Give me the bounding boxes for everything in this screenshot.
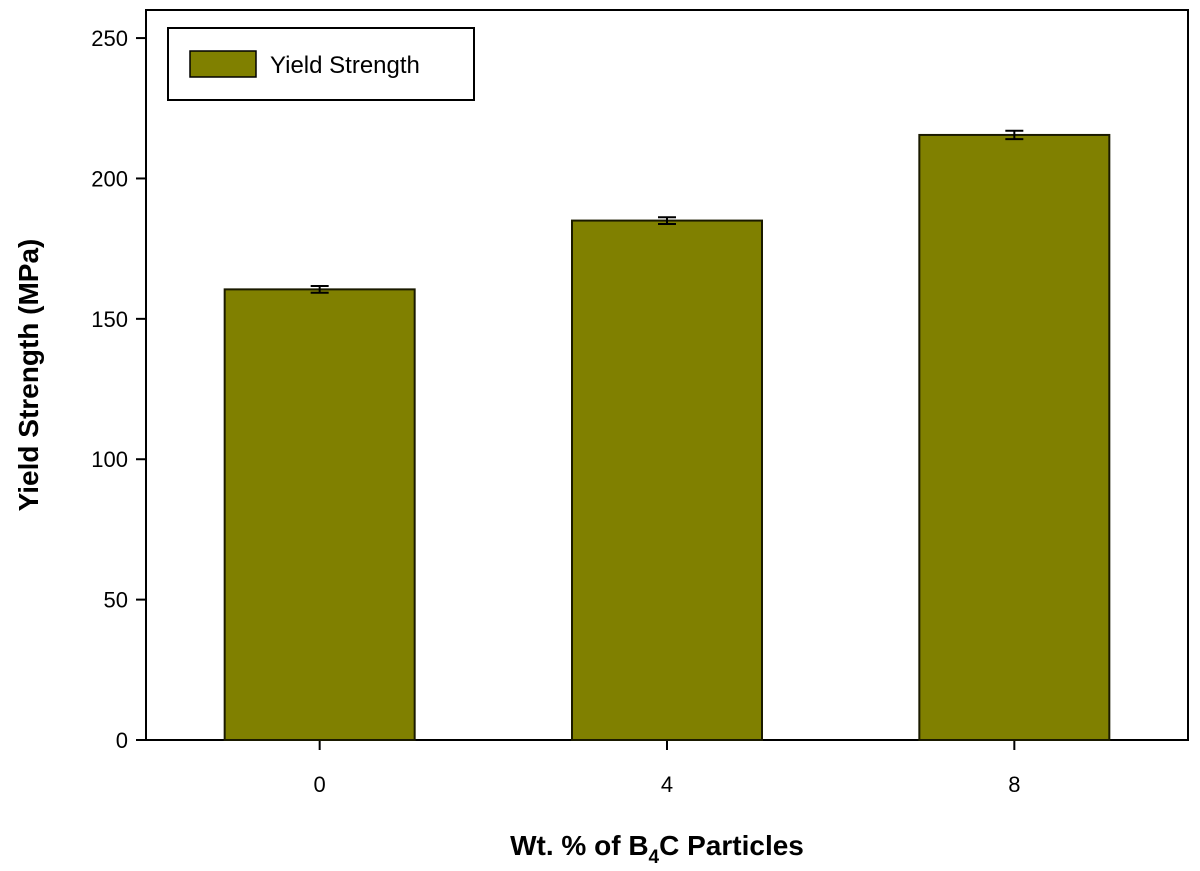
legend-label: Yield Strength xyxy=(270,52,420,79)
x-axis-title: Wt. % of B4C Particles xyxy=(510,830,804,868)
x-tick-label: 4 xyxy=(661,772,673,797)
y-tick-label: 150 xyxy=(91,307,128,332)
bar xyxy=(571,219,763,742)
y-tick-label: 50 xyxy=(104,588,128,613)
error-bar xyxy=(658,216,676,225)
bars xyxy=(223,129,1111,742)
legend-swatch xyxy=(189,50,257,78)
legend: Yield Strength xyxy=(167,27,475,101)
x-axis-ticks: 0 4 8 xyxy=(314,740,1020,797)
y-tick-label: 250 xyxy=(91,26,128,51)
x-axis-title-subscript: 4 xyxy=(649,847,660,868)
x-axis-title-main: Wt. % of B xyxy=(510,830,648,861)
error-bar xyxy=(310,284,329,294)
bar xyxy=(918,133,1111,741)
x-tick-label: 0 xyxy=(314,772,326,797)
y-tick-label: 200 xyxy=(91,166,128,191)
y-tick-label: 100 xyxy=(91,447,128,472)
error-bar xyxy=(1005,129,1024,141)
bar xyxy=(223,288,416,741)
y-axis-ticks: 0 50 100 150 200 250 xyxy=(91,26,146,753)
y-axis-title: Yield Strength (MPa) xyxy=(13,239,44,512)
y-tick-label: 0 xyxy=(116,728,128,753)
x-axis-title-suffix: C Particles xyxy=(659,830,804,861)
x-tick-label: 8 xyxy=(1008,772,1020,797)
